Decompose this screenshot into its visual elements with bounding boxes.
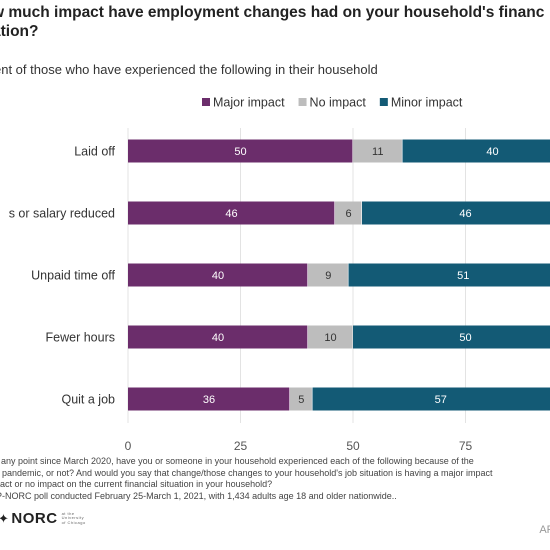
- category-label: Quit a job: [61, 393, 115, 407]
- stacked-bar-chart: Major impact No impact Minor impact 0 25 50 75…: [9, 96, 550, 453]
- legend-swatch: [379, 98, 388, 106]
- bar-segment: [353, 325, 550, 349]
- legend-swatch: [298, 98, 307, 106]
- legend-label: Minor impact: [391, 96, 463, 110]
- data-label: 57: [435, 394, 447, 406]
- logo-subtext: at the University of Chicago: [61, 510, 86, 525]
- bar-segment: [362, 201, 550, 225]
- x-tick-label: 50: [346, 439, 360, 453]
- x-tick-label: 0: [125, 439, 132, 453]
- bar-segment: [335, 201, 362, 225]
- bar-segment: [402, 139, 550, 163]
- data-label: 40: [212, 270, 224, 282]
- category-label: Laid off: [74, 145, 115, 159]
- data-label: 50: [234, 146, 246, 158]
- bar-segment: [312, 387, 550, 411]
- data-label: 46: [459, 208, 471, 220]
- data-label: 40: [212, 332, 224, 344]
- bar-segment: [128, 325, 308, 349]
- x-tick-label: 25: [234, 439, 248, 453]
- data-label: 40: [486, 146, 498, 158]
- bar-segment: [128, 201, 335, 225]
- data-label: 10: [324, 332, 336, 344]
- bar-segment: [308, 325, 353, 349]
- category-label: Unpaid time off: [31, 269, 115, 283]
- bar-segment: [128, 387, 290, 411]
- chart-title: w much impact have employment changes ha…: [0, 4, 545, 40]
- data-label: 51: [457, 270, 469, 282]
- legend-swatch: [202, 98, 210, 106]
- source-tag: AP: [539, 524, 550, 536]
- chart-subtitle: ent of those who have experienced the fo…: [0, 62, 378, 77]
- data-label: 46: [225, 208, 237, 220]
- category-label: s or salary reduced: [9, 207, 115, 221]
- x-tick-label: 75: [459, 439, 473, 453]
- bar-segment: [128, 139, 353, 163]
- norc-star-icon: ✦: [0, 510, 10, 526]
- legend-label: No impact: [310, 96, 367, 110]
- bar-segment: [290, 387, 312, 411]
- data-label: 9: [325, 270, 331, 282]
- data-label: 50: [459, 332, 471, 344]
- bar-segment: [353, 139, 402, 163]
- legend-label: Major impact: [213, 96, 285, 110]
- chart-notes: At any point since March 2020, have you …: [0, 456, 493, 501]
- data-label: 6: [345, 208, 351, 220]
- data-label: 5: [298, 394, 304, 406]
- category-label: Fewer hours: [46, 331, 115, 345]
- bar-segment: [348, 263, 550, 287]
- bar-segment: [308, 263, 348, 287]
- data-label: 11: [372, 146, 383, 158]
- logo-text: NORC: [11, 510, 58, 527]
- norc-logo: ✦ NORC at the University of Chicago: [0, 510, 88, 527]
- bar-segment: [128, 263, 308, 287]
- data-label: 36: [203, 394, 215, 406]
